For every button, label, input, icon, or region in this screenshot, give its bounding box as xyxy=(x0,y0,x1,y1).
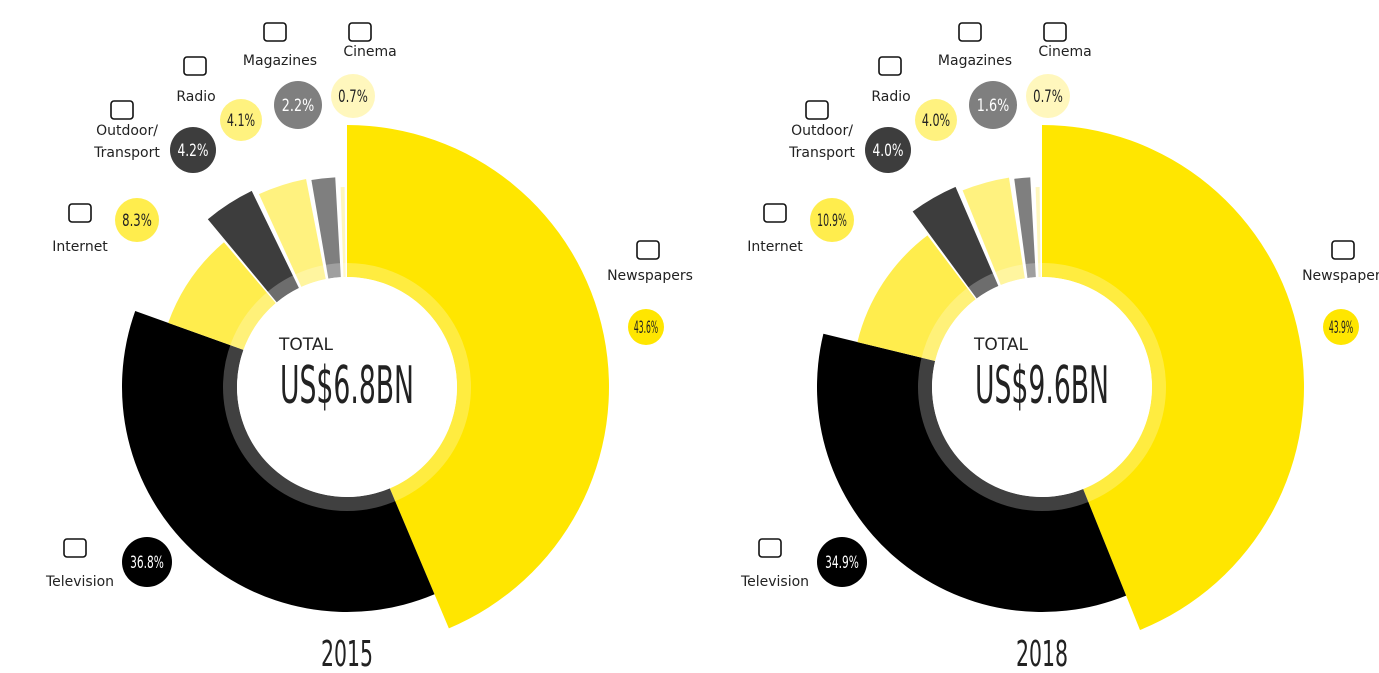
category-icon xyxy=(636,240,660,260)
category-label: Newspapers xyxy=(1302,268,1379,284)
category-icon xyxy=(68,203,92,223)
chart-title: 2015 xyxy=(321,634,373,673)
value-bubble xyxy=(220,99,262,141)
value-bubble xyxy=(170,127,216,173)
value-bubble xyxy=(628,309,664,345)
value-label: 4.2% xyxy=(177,141,208,161)
center-hole xyxy=(237,277,457,497)
center-label: TOTAL xyxy=(973,335,1028,355)
center-total: US$6.8BN xyxy=(280,356,414,416)
value-bubble xyxy=(1026,74,1070,118)
value-label: 1.6% xyxy=(977,96,1009,116)
value-bubble xyxy=(915,99,957,141)
value-bubble xyxy=(1323,309,1359,345)
pie-slice xyxy=(1014,177,1036,278)
value-bubble xyxy=(810,198,854,242)
value-bubble xyxy=(331,74,375,118)
category-label: Internet xyxy=(52,239,108,255)
pie-slice xyxy=(258,178,326,287)
value-bubble xyxy=(274,81,322,129)
center-label: TOTAL xyxy=(278,335,333,355)
value-bubble xyxy=(969,81,1017,129)
pie-slice xyxy=(347,125,610,629)
category-icon xyxy=(183,56,207,76)
category-label: Magazines xyxy=(243,53,317,69)
pie-slice xyxy=(962,177,1025,286)
value-label: 0.7% xyxy=(1033,87,1063,107)
category-label: Outdoor/Transport xyxy=(788,123,855,161)
category-icon xyxy=(1331,240,1355,260)
pie-slice xyxy=(168,242,276,350)
value-label: 36.8% xyxy=(130,553,164,573)
value-label: 2.2% xyxy=(282,96,314,116)
category-label: Outdoor/Transport xyxy=(93,123,160,161)
category-icon xyxy=(263,22,287,42)
pie-slice xyxy=(912,186,999,299)
center-hole xyxy=(932,277,1152,497)
pie-slice xyxy=(1035,187,1041,278)
value-bubble xyxy=(122,537,172,587)
value-label: 43.6% xyxy=(634,318,658,338)
pie-slice xyxy=(122,311,435,612)
category-icon xyxy=(763,203,787,223)
inner-ring xyxy=(223,263,471,511)
pie-slice xyxy=(857,235,976,361)
category-label: Radio xyxy=(176,89,215,105)
pie-slice xyxy=(340,187,346,278)
category-label: Newspapers xyxy=(607,268,693,284)
category-icon xyxy=(805,100,829,120)
category-label: Magazines xyxy=(938,53,1012,69)
chart-title: 2018 xyxy=(1016,634,1068,673)
category-icon xyxy=(958,22,982,42)
center-total: US$9.6BN xyxy=(975,356,1109,416)
category-icon xyxy=(878,56,902,76)
value-label: 8.3% xyxy=(122,211,152,231)
value-label: 43.9% xyxy=(1329,318,1353,338)
value-label: 0.7% xyxy=(338,87,368,107)
category-icon xyxy=(110,100,134,120)
category-label: Cinema xyxy=(1038,44,1091,60)
value-label: 4.0% xyxy=(922,111,950,131)
pie-slice xyxy=(207,190,299,303)
category-label: Internet xyxy=(747,239,803,255)
value-label: 10.9% xyxy=(817,211,847,231)
category-icon xyxy=(1043,22,1067,42)
value-bubble xyxy=(115,198,159,242)
category-icon xyxy=(758,538,782,558)
pie-slice xyxy=(1042,125,1304,630)
category-label: Cinema xyxy=(343,44,396,60)
value-label: 34.9% xyxy=(825,553,859,573)
category-label: Television xyxy=(45,574,114,590)
category-label: Television xyxy=(740,574,809,590)
category-label: Radio xyxy=(871,89,910,105)
pie-slice xyxy=(311,177,341,279)
value-label: 4.1% xyxy=(227,111,255,131)
category-icon xyxy=(63,538,87,558)
value-bubble xyxy=(817,537,867,587)
value-bubble xyxy=(865,127,911,173)
pie-slice xyxy=(817,333,1127,612)
category-icon xyxy=(348,22,372,42)
value-label: 4.0% xyxy=(872,141,903,161)
inner-ring xyxy=(918,263,1166,511)
